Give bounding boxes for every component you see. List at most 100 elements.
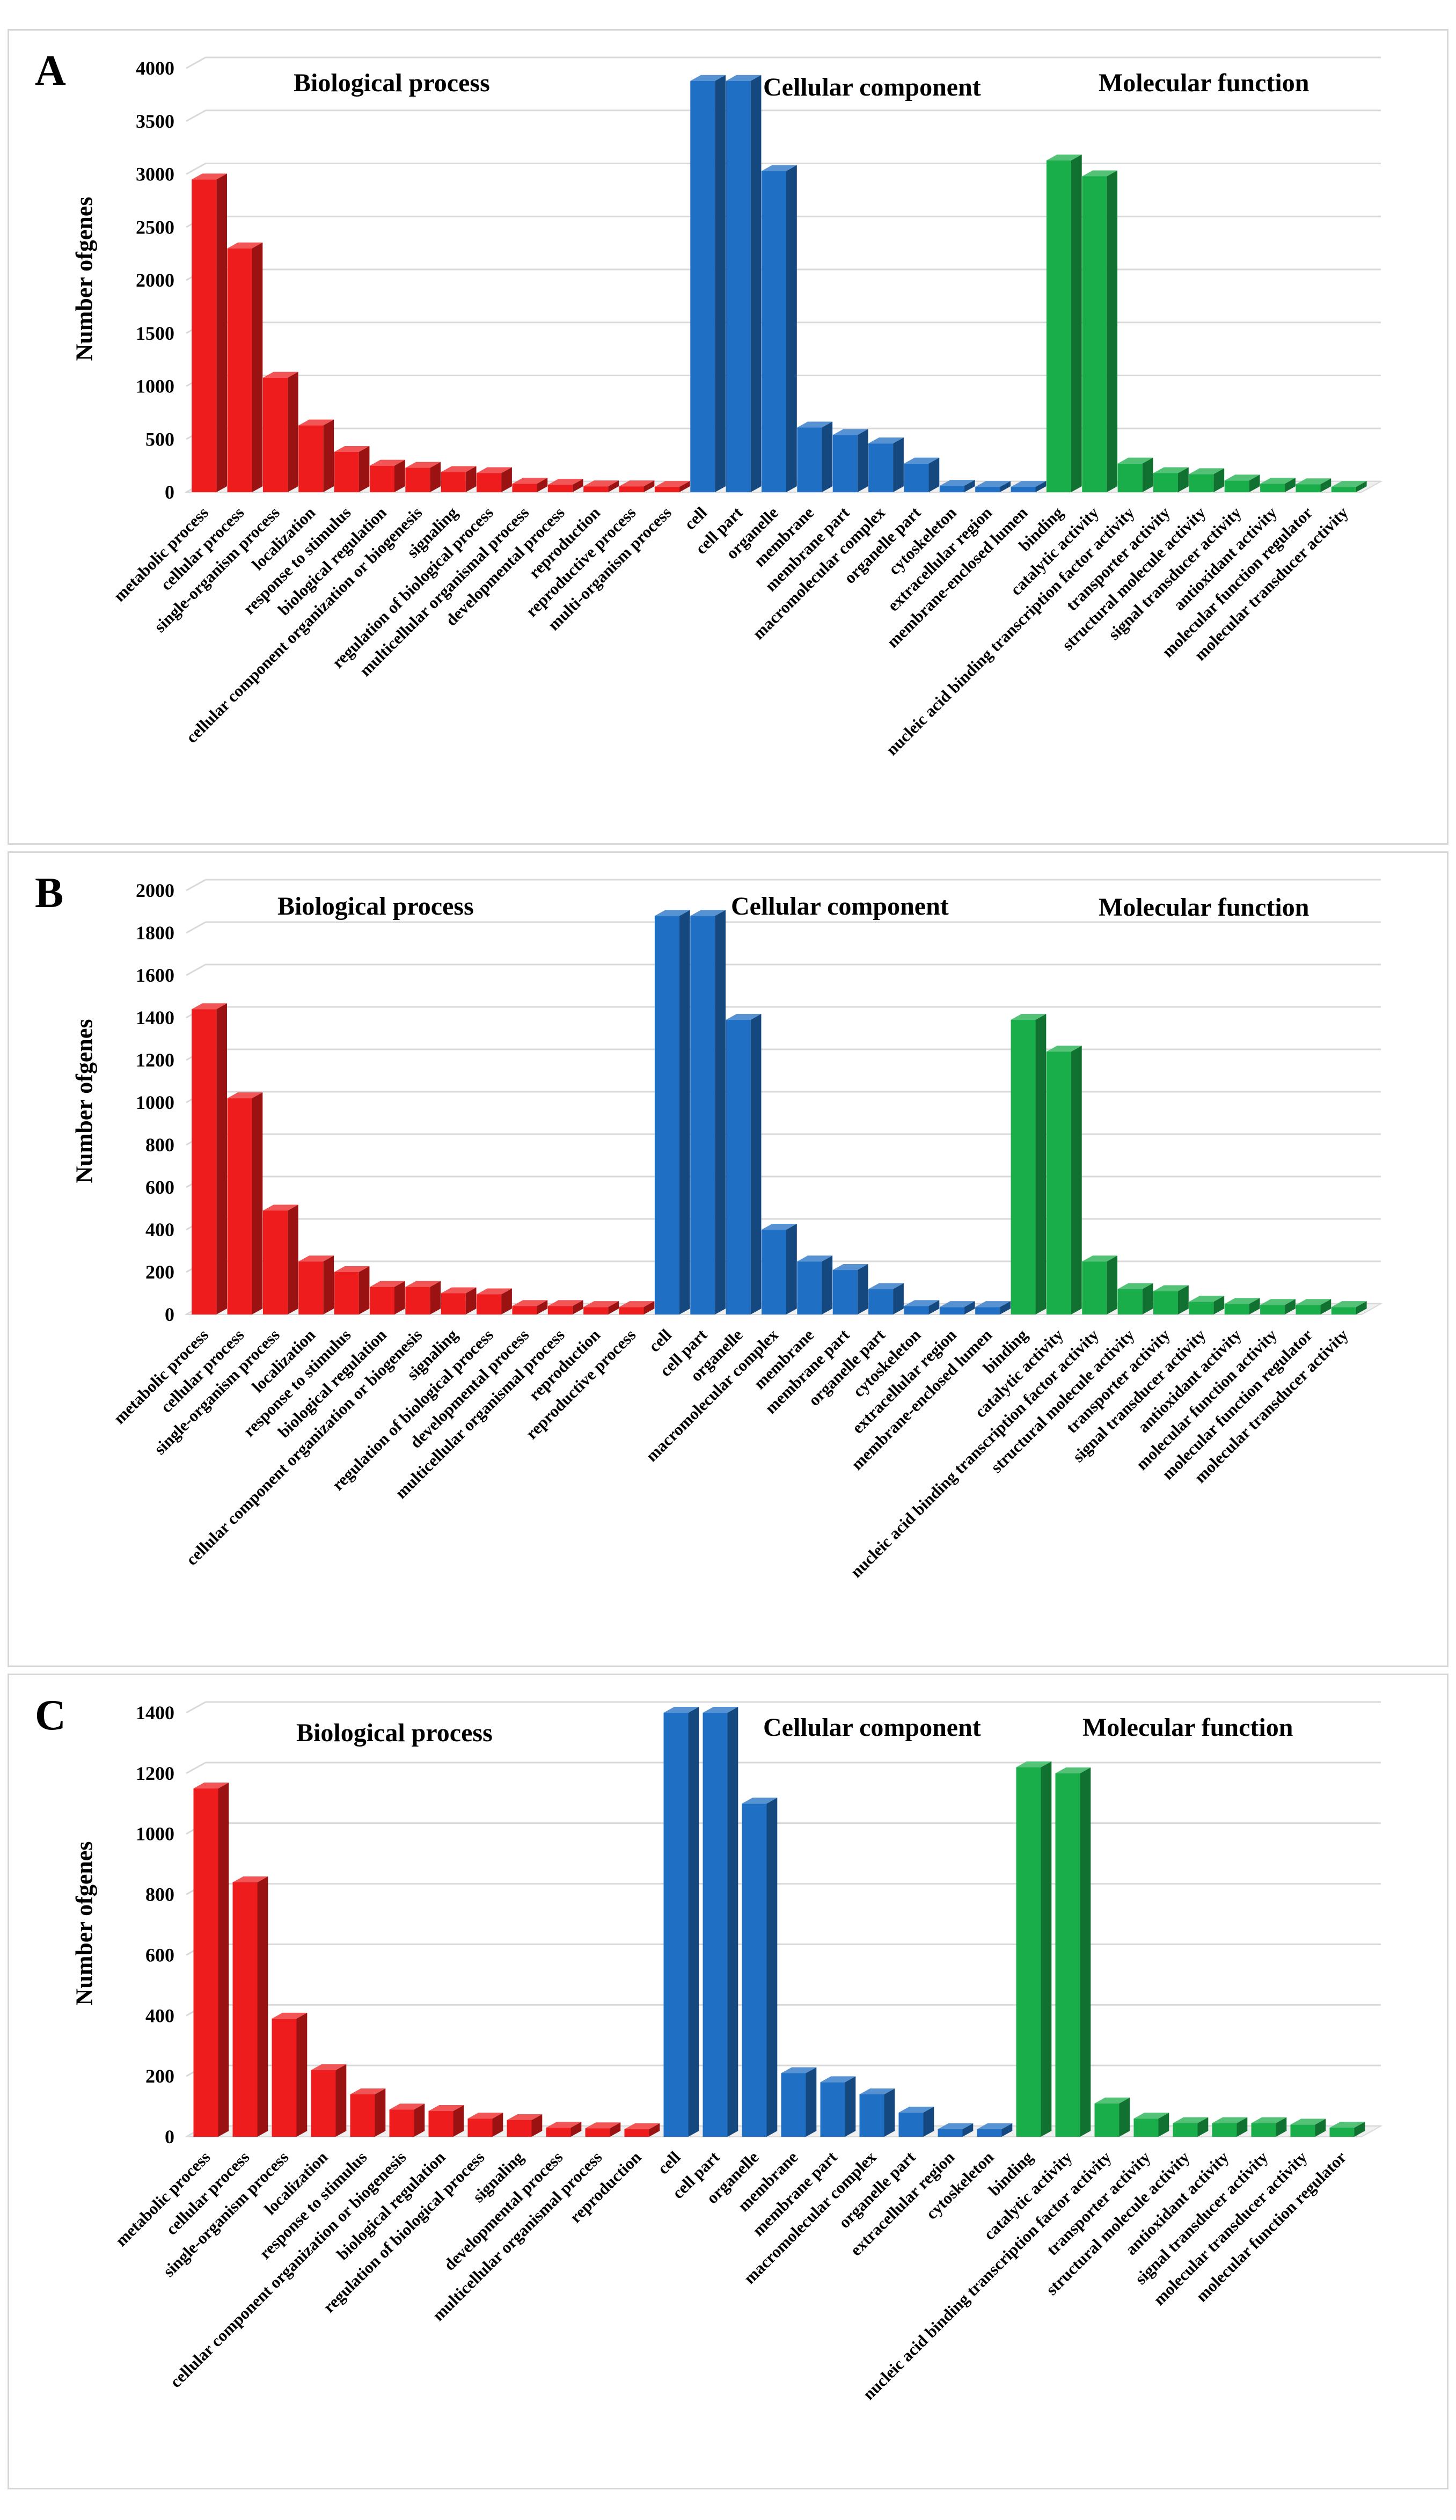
bar-side-biological-process	[375, 2088, 386, 2137]
bar-side-biological-process	[257, 1876, 268, 2137]
gridline-side	[186, 921, 206, 934]
bar-side-cellular-component	[750, 1013, 762, 1314]
bar-top-molecular-function	[1329, 2122, 1365, 2128]
bar-biological-process	[298, 1261, 324, 1314]
bar-top-molecular-function	[1153, 1285, 1189, 1291]
bar-cellular-component	[703, 1713, 728, 2137]
bar-molecular-function	[1251, 2123, 1276, 2137]
bar-molecular-function	[1094, 2103, 1120, 2137]
bar-cellular-component	[1011, 487, 1036, 492]
bar-biological-process	[441, 1293, 466, 1314]
bar-top-biological-process	[507, 2114, 543, 2120]
bar-top-molecular-function	[1117, 457, 1153, 464]
bar-biological-process	[370, 1287, 394, 1314]
bar-top-biological-process	[193, 1783, 229, 1789]
bar-side-biological-process	[608, 480, 619, 492]
bar-molecular-function	[1173, 2123, 1198, 2137]
bar-top-biological-process	[405, 462, 441, 468]
bar-biological-process	[334, 451, 359, 492]
bar-top-biological-process	[547, 479, 583, 485]
bar-side-molecular-function	[1107, 170, 1118, 492]
bar-side-molecular-function	[1041, 1761, 1052, 2137]
chart-panel-b: B Number ofgenes Biological process Cell…	[8, 851, 1448, 1667]
bar-biological-process	[624, 2129, 649, 2137]
bar-top-molecular-function	[1055, 1767, 1091, 1773]
bar-top-cellular-component	[1011, 481, 1047, 487]
bar-side-biological-process	[216, 1003, 227, 1314]
bar-top-biological-process	[512, 1300, 548, 1306]
bar-top-biological-process	[370, 1281, 405, 1287]
y-tick-label: 4000	[136, 57, 174, 79]
bar-molecular-function	[1055, 1773, 1080, 2137]
bar-side-cellular-component	[962, 2123, 974, 2137]
bar-side-molecular-function	[1158, 2113, 1169, 2137]
bar-biological-process	[389, 2109, 414, 2137]
bar-top-biological-process	[334, 1266, 370, 1272]
bar-top-cellular-component	[726, 75, 762, 81]
bar-biological-process	[262, 1210, 288, 1314]
bar-top-molecular-function	[1173, 2117, 1209, 2123]
y-tick-label: 3500	[136, 111, 174, 132]
group-title-molecular-function: Molecular function	[1082, 1713, 1293, 1742]
bar-top-molecular-function	[1331, 1301, 1367, 1308]
bar-biological-process	[428, 2111, 453, 2137]
bar-molecular-function	[1331, 1307, 1356, 1314]
bar-cellular-component	[868, 1289, 894, 1314]
bar-top-cellular-component	[832, 429, 868, 435]
bar-biological-process	[507, 2120, 532, 2137]
bar-molecular-function	[1133, 2119, 1159, 2137]
bar-biological-process	[192, 1009, 217, 1314]
bar-side-molecular-function	[1213, 1296, 1225, 1314]
gridline-side	[186, 1701, 206, 1714]
bar-biological-process	[654, 487, 679, 492]
y-tick-label: 2000	[136, 880, 174, 901]
y-tick-label: 2000	[136, 269, 174, 291]
bar-side-molecular-function	[1249, 1298, 1260, 1314]
bar-top-molecular-function	[1117, 1283, 1153, 1289]
bar-biological-process	[192, 179, 217, 492]
bar-biological-process	[334, 1272, 359, 1314]
bar-side-cellular-component	[786, 1224, 797, 1314]
bar-top-cellular-component	[742, 1798, 778, 1804]
bar-cellular-component	[832, 435, 858, 492]
bar-cellular-component	[663, 1713, 689, 2137]
bar-cellular-component	[797, 427, 822, 492]
bar-side-biological-process	[287, 371, 298, 492]
bar-side-biological-process	[218, 1783, 229, 2137]
bar-top-biological-process	[311, 2064, 347, 2070]
bar-side-cellular-component	[750, 75, 762, 492]
bar-molecular-function	[1011, 1019, 1036, 1314]
bar-side-biological-process	[643, 480, 655, 492]
bar-side-cellular-component	[845, 2076, 856, 2137]
y-tick-label: 500	[145, 428, 174, 450]
bar-molecular-function	[1082, 1261, 1107, 1314]
bar-biological-process	[546, 2128, 571, 2137]
group-title-cellular-component: Cellular component	[763, 73, 981, 101]
panel-letter: B	[35, 870, 64, 917]
bar-side-cellular-component	[822, 1255, 833, 1314]
bar-biological-process	[350, 2094, 375, 2137]
gridline-side	[186, 56, 206, 69]
bar-side-biological-process	[572, 479, 583, 492]
bar-side-biological-process	[287, 1204, 298, 1314]
gridline-side	[186, 1762, 206, 1774]
bar-side-molecular-function	[1315, 2119, 1326, 2137]
bar-side-biological-process	[335, 2064, 347, 2137]
bar-side-cellular-component	[1000, 1301, 1011, 1314]
bar-biological-process	[477, 1294, 502, 1314]
bar-biological-process	[298, 425, 324, 492]
bar-side-biological-process	[537, 478, 548, 492]
bar-cellular-component	[938, 2129, 963, 2137]
bar-cellular-component	[762, 171, 786, 492]
bar-top-biological-process	[227, 242, 263, 249]
bar-top-biological-process	[441, 466, 477, 472]
bar-top-molecular-function	[1016, 1761, 1052, 1767]
bar-biological-process	[262, 377, 288, 492]
bar-top-cellular-component	[939, 1301, 975, 1308]
bar-side-cellular-component	[857, 429, 868, 492]
bar-molecular-function	[1153, 473, 1178, 492]
bar-top-molecular-function	[1260, 478, 1296, 484]
bar-side-biological-process	[649, 2123, 660, 2137]
bar-top-molecular-function	[1296, 1299, 1331, 1305]
bar-side-cellular-component	[679, 910, 690, 1314]
